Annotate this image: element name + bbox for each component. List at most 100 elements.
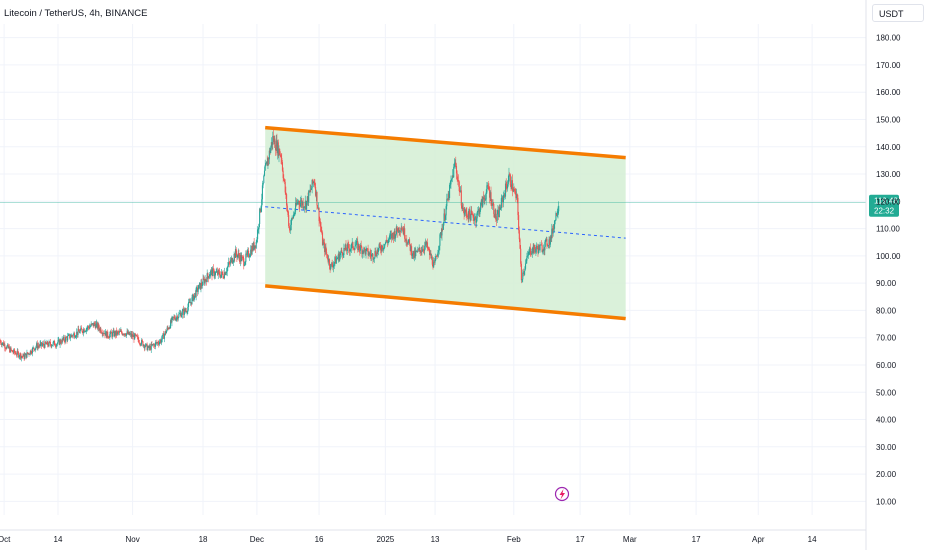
candle-body: [500, 208, 502, 210]
candle-body: [227, 265, 229, 268]
candle-body: [175, 317, 177, 321]
candle-body: [156, 342, 158, 344]
candle-body: [399, 231, 402, 233]
candle-body: [239, 256, 241, 262]
candle-body: [213, 269, 215, 277]
candle-body: [324, 246, 326, 253]
candle-body: [228, 262, 230, 264]
candle-body: [27, 352, 29, 354]
candle-body: [373, 257, 375, 259]
candle-body: [329, 265, 331, 269]
candle-body: [216, 271, 218, 273]
candle-body: [121, 332, 123, 335]
price-tick-label: 30.00: [876, 443, 897, 452]
candle-body: [91, 323, 93, 325]
candle-body: [311, 179, 313, 189]
candle-body: [218, 270, 220, 272]
candle-body: [47, 341, 49, 346]
candle-body: [78, 331, 80, 333]
candle-body: [310, 188, 313, 190]
candle-body: [21, 355, 23, 357]
candle-body: [266, 161, 268, 166]
candle-body: [406, 242, 408, 245]
candle-body: [293, 214, 295, 215]
lightning-icon[interactable]: [554, 486, 570, 502]
candle-body: [332, 265, 334, 268]
time-tick-label: Oct: [0, 535, 11, 544]
candle-body: [312, 181, 315, 184]
candle-body: [306, 196, 308, 202]
countdown-label: 22:32: [874, 207, 895, 216]
candle-body: [36, 343, 38, 347]
candle-body: [527, 255, 529, 257]
candle-body: [417, 249, 420, 251]
candle-body: [49, 342, 51, 345]
candle-body: [520, 248, 522, 264]
candle-body: [111, 333, 113, 337]
candle-body: [540, 244, 542, 246]
candle-body: [434, 260, 436, 263]
candle-body: [134, 333, 136, 340]
candle-body: [55, 345, 57, 347]
candle-body: [524, 263, 527, 269]
candle-body: [200, 282, 202, 290]
candle-body: [315, 191, 317, 196]
candle-body: [156, 342, 159, 344]
candle-body: [438, 245, 440, 251]
candle-body: [360, 244, 362, 248]
candle-body: [544, 242, 546, 251]
candle-body: [339, 253, 342, 256]
candle-body: [397, 227, 400, 233]
candle-body: [149, 346, 152, 350]
candle-body: [203, 278, 205, 280]
candle-body: [201, 285, 203, 286]
candle-body: [184, 308, 186, 312]
candle-body: [176, 316, 179, 320]
currency-selector[interactable]: USDT: [872, 4, 924, 22]
candle-body: [69, 337, 71, 339]
candle-body: [45, 341, 47, 344]
candle-body: [295, 202, 297, 212]
candle-body: [337, 258, 339, 259]
candle-body: [470, 210, 472, 221]
candle-body: [12, 351, 14, 353]
candle-body: [147, 347, 149, 351]
candle-body: [475, 218, 478, 223]
candle-body: [272, 136, 275, 142]
candle-body: [416, 251, 418, 252]
last-price-label: 119.48: [874, 197, 898, 206]
candle-body: [534, 249, 536, 252]
candle-body: [54, 345, 56, 347]
candle-body: [251, 245, 253, 255]
candle-body: [89, 326, 91, 329]
candle-body: [549, 236, 551, 245]
candle-body: [493, 204, 495, 215]
candle-body: [116, 330, 118, 335]
candle-body: [402, 229, 404, 235]
candle-body: [531, 253, 533, 255]
candle-body: [413, 250, 415, 258]
candle-body: [0, 341, 2, 344]
candle-body: [107, 331, 109, 337]
candle-body: [472, 213, 474, 218]
candle-body: [388, 239, 390, 241]
candle-body: [150, 344, 152, 350]
candle-body: [307, 196, 309, 203]
candle-body: [451, 178, 453, 181]
candle-body: [432, 264, 434, 268]
candle-body: [29, 354, 31, 355]
candle-body: [335, 257, 337, 264]
candle-body: [131, 334, 133, 337]
candle-body: [163, 334, 165, 339]
candle-body: [98, 328, 100, 331]
candle-body: [362, 250, 364, 254]
candle-body: [177, 317, 179, 320]
candle-body: [361, 247, 363, 254]
candle-body: [507, 184, 509, 189]
candle-body: [536, 245, 538, 249]
candle-body: [340, 250, 342, 254]
candle-body: [353, 249, 355, 250]
